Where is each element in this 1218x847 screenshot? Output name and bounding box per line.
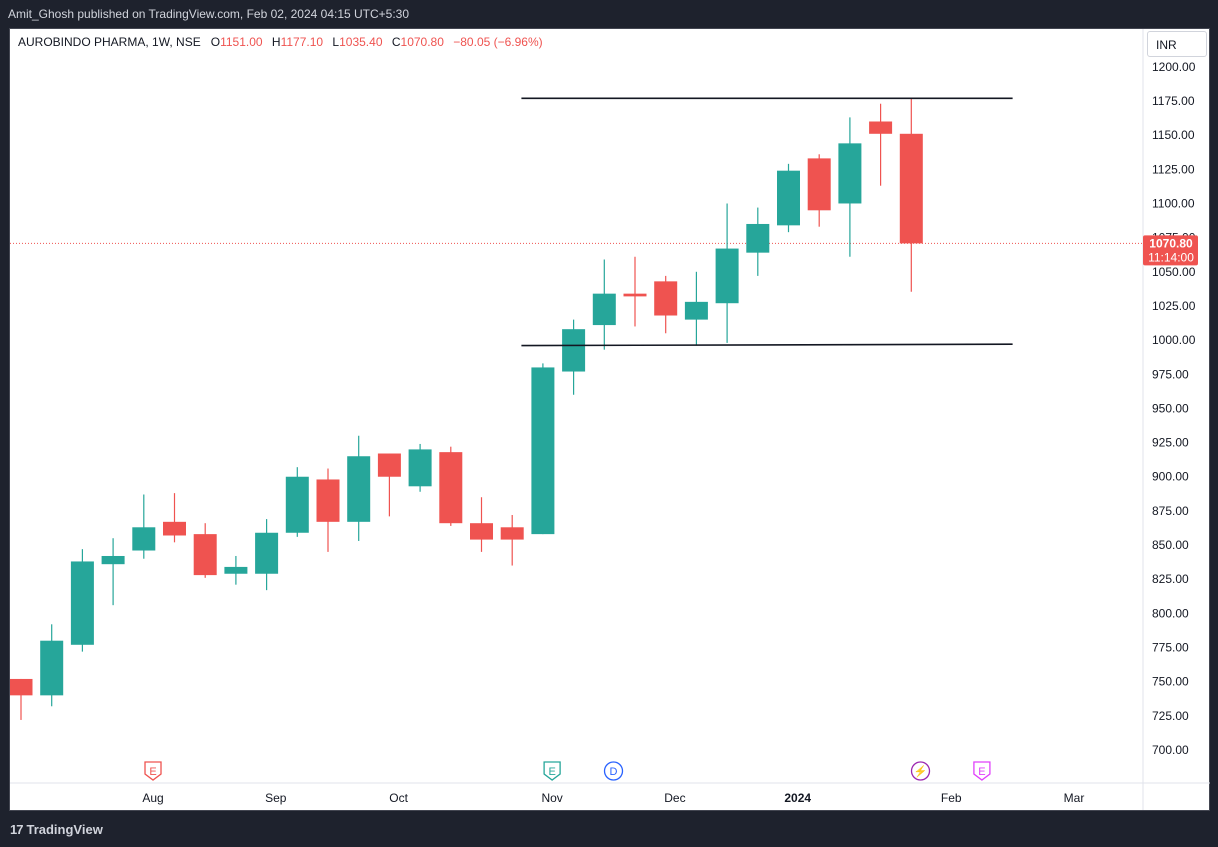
y-tick-label: 1200.00 [1152,60,1196,74]
candle-body[interactable] [377,453,401,477]
last-price-tag [1143,235,1198,266]
candle-body[interactable] [531,367,555,535]
candle-body[interactable] [807,158,831,211]
close-label: C [391,35,401,49]
dividend-event-icon[interactable] [603,761,624,781]
y-tick-label: 1050.00 [1152,265,1196,279]
brand-label: TradingView [26,822,103,837]
candle-body[interactable] [869,121,893,134]
y-tick-label: 1175.00 [1152,94,1195,108]
bar-countdown: 11:14:00 [1148,250,1194,264]
x-tick-label: Mar [1064,791,1085,805]
event-letter: E [548,766,555,778]
y-tick-label: 950.00 [1152,401,1189,415]
candle-body[interactable] [684,301,708,320]
x-tick-label: Nov [541,791,562,805]
candle-body[interactable] [470,523,493,540]
y-tick-label: 850.00 [1152,538,1189,552]
earnings-event-icon[interactable] [144,761,162,781]
candle-body[interactable] [10,678,33,696]
close-value: 1070.80 [400,35,444,49]
candle-body[interactable] [899,133,923,244]
y-tick-label: 1025.00 [1152,299,1196,313]
earnings-event-icon[interactable] [543,761,561,781]
y-tick-label: 825.00 [1152,572,1189,586]
symbol-label: AUROBINDO PHARMA, 1W, NSE [18,35,201,49]
event-letter: ⚡ [914,765,928,778]
published-text: Amit_Ghosh published on TradingView.com,… [8,7,410,21]
candle-body[interactable] [623,293,647,297]
y-tick-label: 1125.00 [1152,162,1195,176]
candle-body[interactable] [132,527,156,551]
candle-body[interactable] [715,248,739,304]
y-tick-label: 725.00 [1152,709,1189,723]
y-tick-label: 700.00 [1152,743,1189,757]
candle-body[interactable] [439,452,463,524]
last-price-tag-value: 1070.80 [1149,236,1193,250]
candle-body[interactable] [592,293,616,326]
low-label: L [332,35,340,49]
price-chart[interactable]: 700.00 725.00 750.00 775.00 800.00 825.00 850.… [10,29,1210,810]
publication-bar: Amit_Ghosh published on TradingView.com,… [0,0,1218,28]
change-value: −80.05 (−6.96%) [453,35,543,49]
candle-body[interactable] [500,527,524,540]
candle-body[interactable] [255,532,279,574]
x-tick-label: Aug [142,791,163,805]
trend-line[interactable] [521,343,1013,347]
y-tick-label: 1150.00 [1152,128,1195,142]
candle-body[interactable] [347,456,371,522]
candle-body[interactable] [163,521,186,536]
high-value: 1177.10 [280,35,324,49]
candle-body[interactable] [285,476,309,533]
open-label: O [210,35,221,49]
event-letter: D [610,766,618,778]
chart-frame [9,28,1210,811]
candle-body[interactable] [101,555,125,565]
y-tick-label: 975.00 [1152,367,1189,381]
y-tick-label: 1000.00 [1152,333,1196,347]
x-tick-label: Feb [941,791,962,805]
candle-body[interactable] [193,534,217,576]
y-tick-label: 925.00 [1152,436,1189,450]
x-tick-label: Sep [265,791,287,805]
y-tick-label: 775.00 [1152,641,1189,655]
footer-bar [0,811,1218,847]
event-letter: E [149,766,156,778]
tv-logo-icon: 17 [10,822,24,837]
open-value: 1151.00 [220,35,263,49]
ohlc-legend: AUROBINDO PHARMA, 1W, NSE O1151.00 H1177… [18,34,543,50]
candle-body[interactable] [224,566,248,574]
candle-body[interactable] [746,223,770,253]
candle-body[interactable] [562,329,586,372]
candle-body[interactable] [838,143,862,204]
candle-body[interactable] [316,479,340,522]
y-tick-label: 800.00 [1152,606,1189,620]
y-tick-label: 900.00 [1152,470,1189,484]
candle-body[interactable] [654,281,678,316]
y-tick-label: 750.00 [1152,675,1189,689]
candle-body[interactable] [70,561,94,645]
candle-body[interactable] [408,449,432,487]
y-tick-label: 875.00 [1152,504,1189,518]
x-tick-label: 2024 [784,791,811,805]
candle-body[interactable] [777,170,800,226]
split-event-icon[interactable] [910,761,931,781]
high-label: H [271,35,281,49]
event-letter: E [978,766,985,778]
x-tick-label: Oct [389,791,408,805]
x-tick-label: Dec [664,791,685,805]
candle-body[interactable] [40,640,64,696]
currency-button[interactable]: INR [1147,31,1207,57]
low-value: 1035.40 [339,35,383,49]
tradingview-logo[interactable]: 17 TradingView [10,822,103,837]
earnings-event-icon[interactable] [973,761,991,781]
y-tick-label: 1100.00 [1152,196,1195,210]
